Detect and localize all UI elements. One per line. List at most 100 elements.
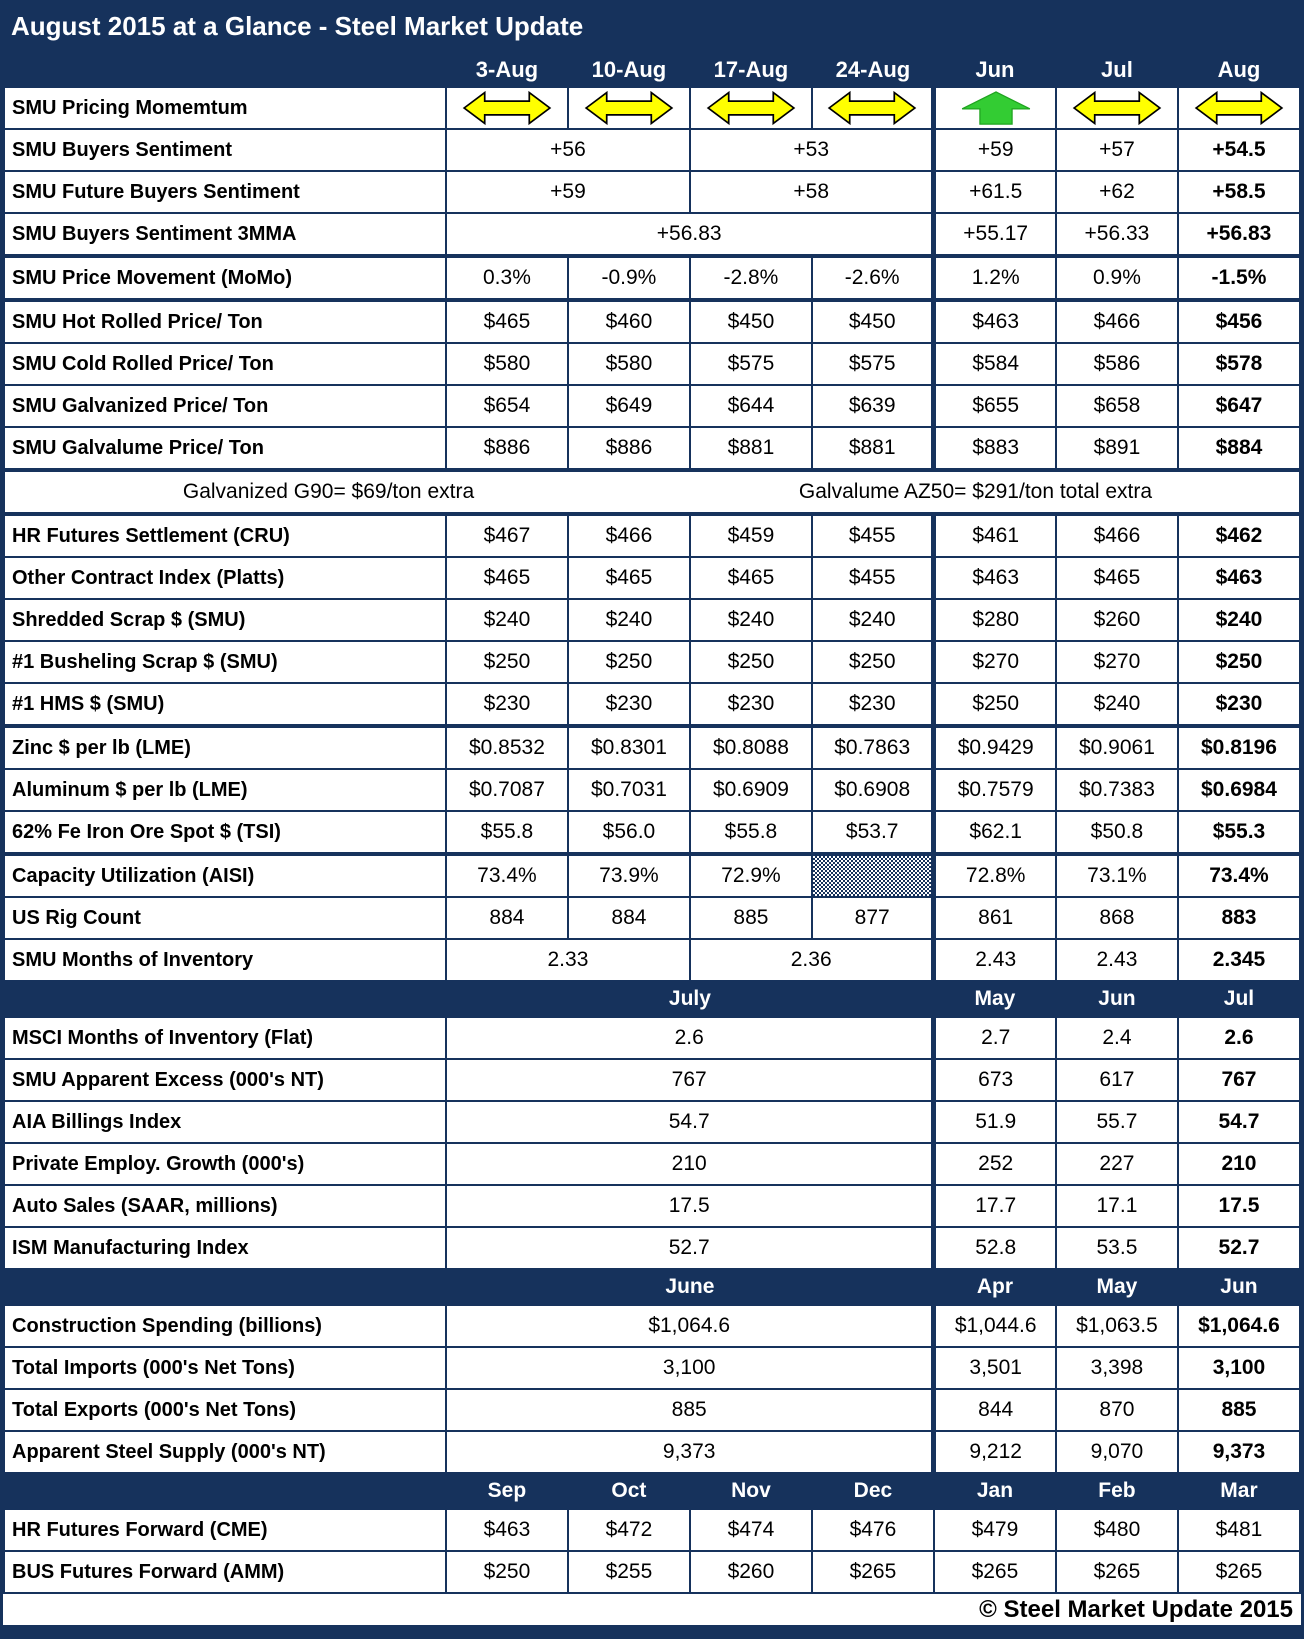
value-cell: 767 [1176,1058,1302,1102]
table-row: Capacity Utilization (AISI) 73.4% 73.9% 72.… [3,852,1302,898]
momentum-cell [1054,86,1179,130]
momentum-cell [810,86,935,130]
value-cell: $270 [931,640,1057,684]
value-cell: 9,070 [1054,1430,1179,1474]
value-cell: 72.9% [688,852,813,898]
value-cell: 2.6 [1176,1016,1302,1060]
table-row: Auto Sales (SAAR, millions) 17.5 17.7 17.1 1… [3,1184,1302,1228]
value-cell: $455 [810,512,935,558]
value-cell: $0.8532 [444,724,569,770]
table-row: #1 Busheling Scrap $ (SMU) $250 $250 $250 $2… [3,640,1302,684]
value-cell: $466 [1054,298,1179,344]
table-row: HR Futures Forward (CME) $463 $472 $474 $476… [3,1508,1302,1552]
value-cell: $584 [931,342,1057,386]
value-cell: $891 [1054,426,1179,471]
period-header-cell: Jun [932,47,1057,88]
value-cell: $575 [810,342,935,386]
value-cell: $0.7031 [566,768,691,812]
left-right-double-arrow-icon [462,90,552,126]
up-arrow-icon [961,91,1030,125]
value-cell: 73.9% [566,852,691,898]
value-cell: 1.2% [931,254,1057,301]
value-cell: 72.8% [931,852,1057,898]
row-label: US Rig Count [3,896,447,940]
table-row: SMU Hot Rolled Price/ Ton $465 $460 $450 $45… [3,298,1302,344]
value-cell: $455 [810,556,935,600]
value-cell: -1.5% [1176,254,1302,301]
copyright: © Steel Market Update 2015 [3,1594,1301,1625]
row-label: ISM Manufacturing Index [3,1226,447,1270]
value-cell: $50.8 [1054,810,1179,855]
row-label: Capacity Utilization (AISI) [3,852,447,898]
table-row: Zinc $ per lb (LME) $0.8532 $0.8301 $0.8088… [3,724,1302,770]
table-row: SMU Buyers Sentiment 3MMA +56.83 +55.17 +56… [3,212,1302,257]
value-cell: 54.7 [1176,1100,1302,1144]
value-cell: $466 [566,512,691,558]
value-cell: 617 [1054,1058,1179,1102]
value-cell: 3,398 [1054,1346,1179,1390]
value-cell: $655 [931,384,1057,428]
period-header-cell: Dec [810,1472,935,1510]
value-cell: 673 [931,1058,1057,1102]
table-row: Construction Spending (billions) $1,064.6… [3,1304,1302,1348]
period-header-cell: Apr [932,1268,1057,1306]
value-cell: $460 [566,298,691,344]
value-cell: 767 [444,1058,935,1102]
value-cell: $250 [931,682,1057,727]
row-label: #1 HMS $ (SMU) [3,682,447,727]
row-label: #1 Busheling Scrap $ (SMU) [3,640,447,684]
value-cell: $56.0 [566,810,691,855]
value-cell: $481 [1176,1508,1302,1552]
value-cell: 884 [444,896,569,940]
left-right-double-arrow-icon [1194,90,1284,126]
coating-extras-note: Galvanized G90= $69/ton extra Galvalume A… [6,480,1298,504]
value-cell: $450 [688,298,813,344]
note-text: Galvalume AZ50= $291/ton total extra [798,480,1153,503]
value-cell: +59 [444,170,691,214]
period-header-cell: Mar [1176,1472,1302,1510]
period-header-cell: July [444,980,935,1018]
row-label: HR Futures Settlement (CRU) [3,512,447,558]
table-row: Other Contract Index (Platts) $465 $465 $46… [3,556,1302,600]
page-title: August 2015 at a Glance - Steel Market U… [3,3,1301,47]
left-right-double-arrow-icon [584,90,674,126]
period-header-row: July May Jun Jul [3,980,1302,1018]
value-cell: +59 [931,128,1057,172]
value-cell: +62 [1054,170,1179,214]
value-cell: -0.9% [566,254,691,301]
row-label: SMU Future Buyers Sentiment [3,170,447,214]
table-row: Total Imports (000's Net Tons) 3,100 3,501… [3,1346,1302,1390]
value-cell: $0.7087 [444,768,569,812]
value-cell: $1,064.6 [1176,1304,1302,1348]
value-cell: $55.8 [688,810,813,855]
value-cell: 73.4% [444,852,569,898]
value-cell: $463 [931,298,1057,344]
row-label: 62% Fe Iron Ore Spot $ (TSI) [3,810,447,855]
period-header-cell: 10-Aug [566,47,691,88]
value-cell: $479 [932,1508,1057,1552]
value-cell: $250 [566,640,691,684]
value-cell: $230 [1176,682,1302,727]
row-label: Auto Sales (SAAR, millions) [3,1184,447,1228]
value-cell: 885 [444,1388,935,1432]
value-cell: $463 [1176,556,1302,600]
row-label: SMU Cold Rolled Price/ Ton [3,342,447,386]
period-header-cell: Jul [1176,980,1302,1018]
period-header-cell: Jul [1054,47,1179,88]
table-body: 3-Aug 10-Aug 17-Aug 24-Aug Jun Jul Aug SMU Pric… [3,47,1302,1594]
row-label: SMU Buyers Sentiment [3,128,447,172]
row-label: BUS Futures Forward (AMM) [3,1550,447,1594]
period-header-cell: Aug [1176,47,1302,88]
row-label: AIA Billings Index [3,1100,447,1144]
table-row: SMU Galvanized Price/ Ton $654 $649 $644 $63… [3,384,1302,428]
value-cell: $0.7383 [1054,768,1179,812]
header-spacer-cell [3,1268,447,1306]
value-cell: $0.8196 [1176,724,1302,770]
value-cell: 861 [931,896,1057,940]
value-cell: $0.6908 [810,768,935,812]
value-cell: $465 [444,298,569,344]
value-cell: $456 [1176,298,1302,344]
value-cell: $884 [1176,426,1302,471]
value-cell: $230 [810,682,935,727]
value-cell: $62.1 [931,810,1057,855]
